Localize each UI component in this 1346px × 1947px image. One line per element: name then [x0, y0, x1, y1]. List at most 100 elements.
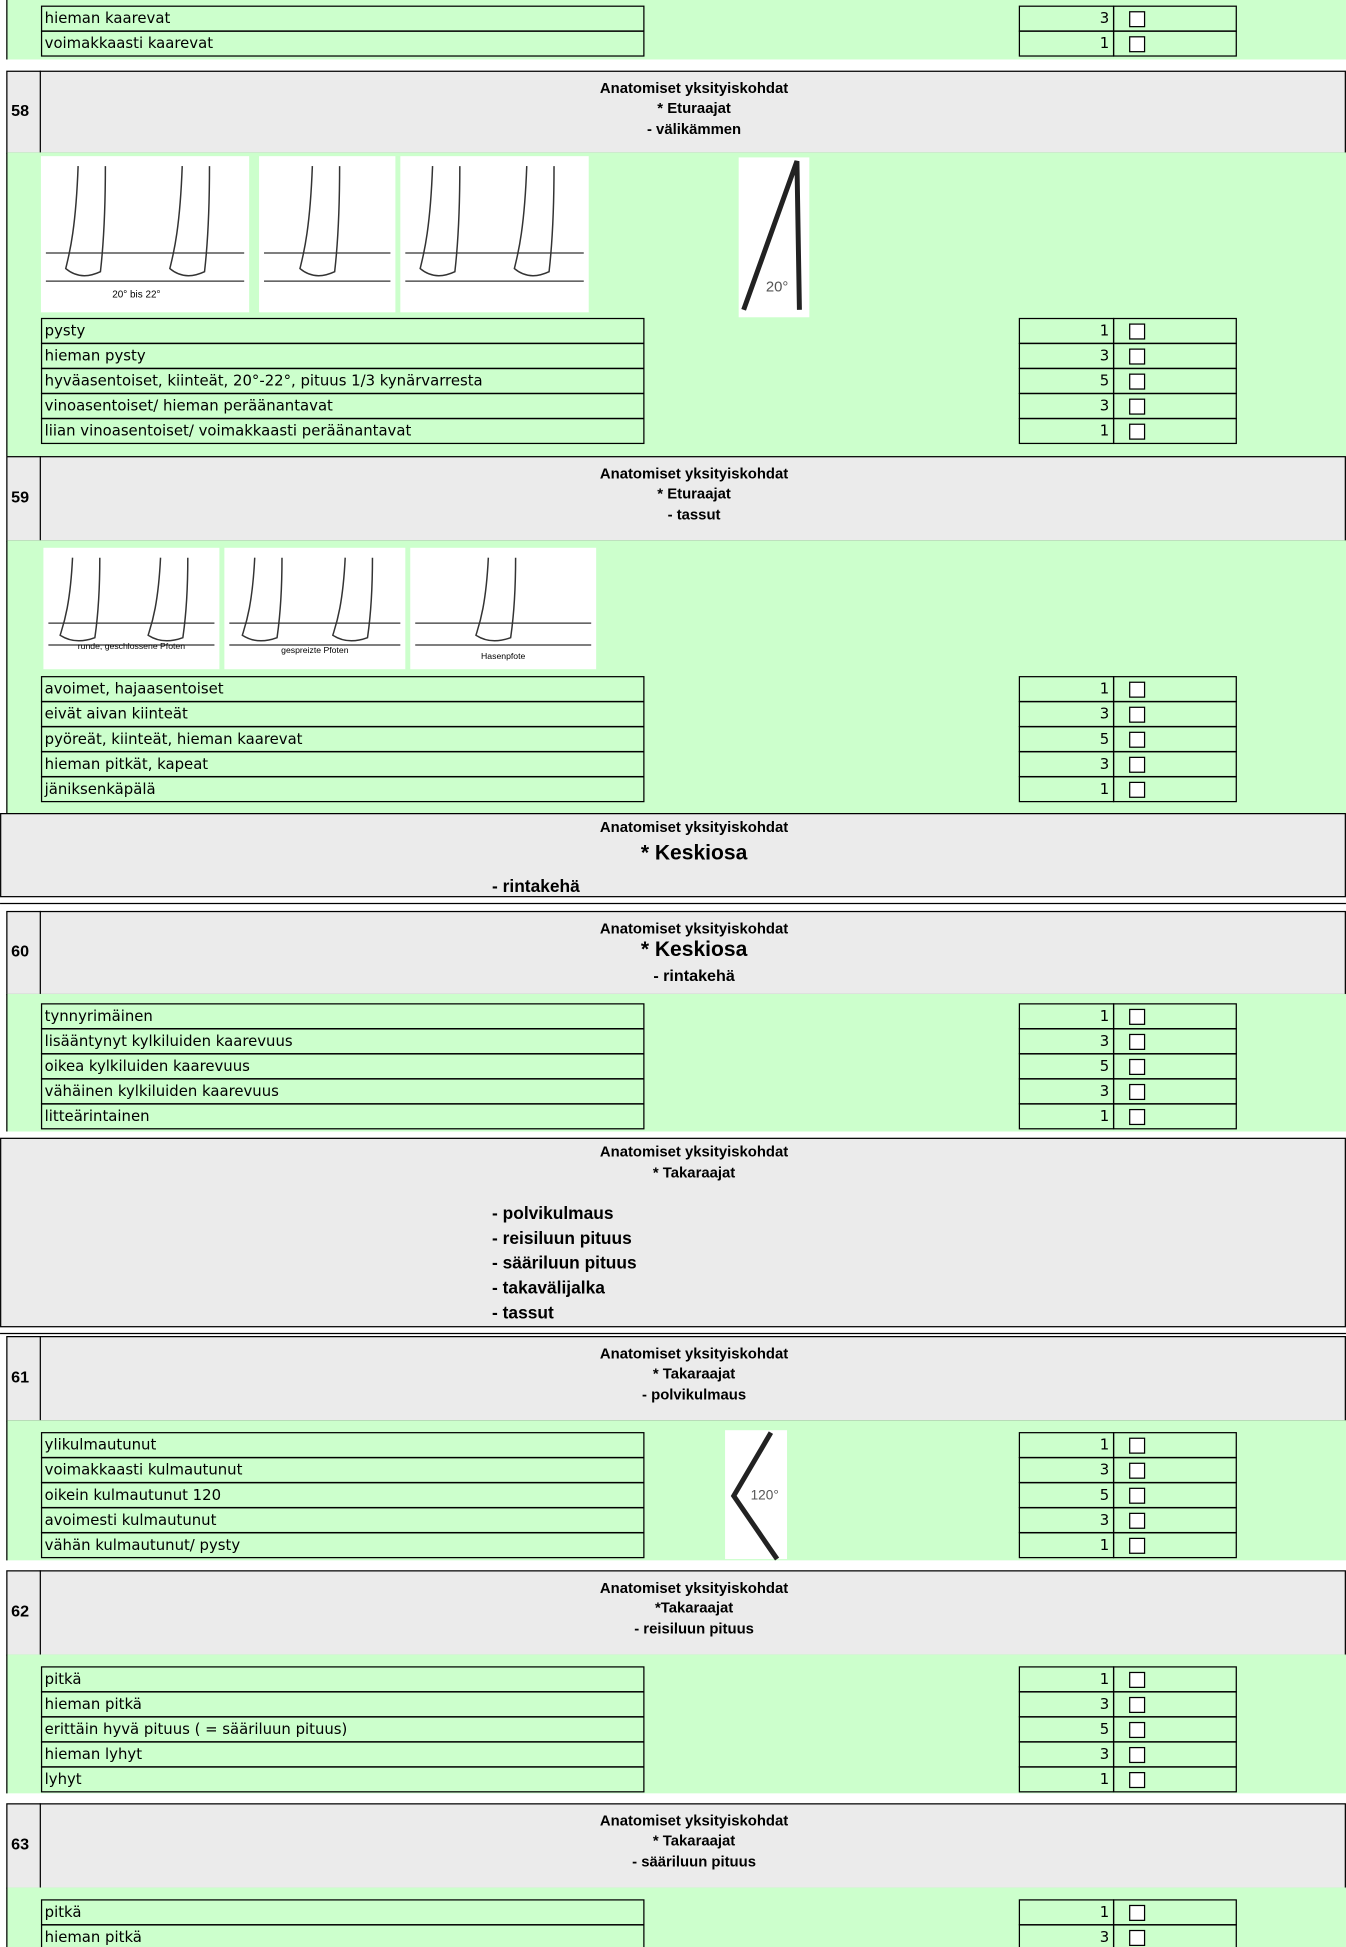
section-number: 63	[11, 1836, 29, 1854]
checkbox[interactable]	[1129, 1696, 1146, 1714]
summary-header	[0, 813, 1346, 898]
checkbox[interactable]	[1129, 1487, 1146, 1504]
option-label: avoimesti kulmautunut	[45, 1511, 217, 1529]
sketch-line	[169, 166, 211, 277]
angle-drawing	[741, 160, 802, 311]
section-header	[6, 1570, 1346, 1656]
section-number: 59	[11, 488, 29, 506]
option-label: vinoasentoiset/ hieman peräänantavat	[45, 397, 333, 415]
summary-item: - tassut	[492, 1302, 554, 1322]
checkbox[interactable]	[1129, 1008, 1146, 1025]
checkbox[interactable]	[1129, 1929, 1146, 1947]
checkbox[interactable]	[1129, 323, 1146, 340]
section-subtitle: * Eturaajat	[657, 101, 731, 117]
section-subtitle: * Takaraajat	[653, 1366, 735, 1382]
checkbox[interactable]	[1129, 1083, 1146, 1101]
figure-caption: Hasenpfote	[481, 651, 525, 661]
checkbox[interactable]	[1129, 1671, 1146, 1688]
summary-header	[0, 1137, 1346, 1328]
figure-caption: 20° bis 22°	[112, 290, 160, 301]
section-detail: - reisiluun pituus	[634, 1622, 754, 1638]
section-header	[6, 910, 1346, 996]
checkbox[interactable]	[1129, 1437, 1146, 1454]
checkbox[interactable]	[1129, 1058, 1146, 1076]
options-area	[6, 993, 1346, 1132]
score: 3	[1100, 1928, 1109, 1946]
checkbox[interactable]	[1129, 398, 1146, 415]
option-label: lisääntynyt kylkiluiden kaarevuus	[45, 1032, 293, 1050]
checkbox[interactable]	[1129, 781, 1146, 798]
summary-item: - takavälijalka	[492, 1277, 605, 1297]
option-label: pitkä	[45, 1903, 82, 1921]
score: 3	[1100, 1745, 1109, 1763]
checkbox[interactable]	[1129, 756, 1146, 773]
option-label: ylikulmautunut	[45, 1436, 157, 1454]
sketch-line	[59, 557, 101, 642]
summary-item: - polvikulmaus	[492, 1203, 613, 1223]
checkbox[interactable]	[1129, 1904, 1146, 1921]
options-area	[6, 1420, 1346, 1561]
checkbox[interactable]	[1129, 373, 1146, 390]
checkbox[interactable]	[1129, 423, 1146, 440]
checkbox[interactable]	[1129, 1462, 1146, 1479]
score: 1	[1100, 34, 1109, 52]
figure-caption: runde, geschlossene Pfoten	[78, 641, 186, 651]
score: 1	[1100, 1670, 1109, 1688]
checkbox[interactable]	[1129, 1772, 1146, 1789]
sketch-line	[419, 166, 461, 277]
option-label: hieman pitkät, kapeat	[45, 755, 209, 773]
score: 1	[1100, 322, 1109, 340]
option-label: tynnyrimäinen	[45, 1007, 153, 1025]
option-label-cell	[40, 1766, 645, 1793]
checkbox[interactable]	[1129, 11, 1146, 28]
checkbox[interactable]	[1129, 731, 1146, 748]
sketch-line	[299, 166, 341, 277]
section-header	[6, 1336, 1346, 1422]
checkbox[interactable]	[1129, 681, 1146, 698]
section-number: 60	[11, 943, 29, 961]
checkbox-cell	[1112, 418, 1237, 445]
figure-caption: 120°	[751, 1487, 779, 1502]
option-label-cell	[40, 418, 645, 445]
section-detail: - rintakehä	[653, 967, 735, 985]
score: 1	[1100, 780, 1109, 798]
checkbox[interactable]	[1129, 1721, 1146, 1739]
score: 1	[1100, 1770, 1109, 1788]
option-label: hieman kaarevat	[45, 9, 171, 27]
option-label: hieman pitkä	[45, 1695, 142, 1713]
score: 1	[1100, 1903, 1109, 1921]
checkbox[interactable]	[1129, 1108, 1146, 1126]
option-label: liian vinoasentoiset/ voimakkaasti perää…	[45, 422, 412, 440]
score: 3	[1100, 1695, 1109, 1713]
score: 3	[1100, 1461, 1109, 1479]
section-title: Anatomiset yksityiskohdat	[600, 1347, 788, 1363]
figure-caption: gespreizte Pfoten	[281, 645, 349, 655]
score: 3	[1100, 755, 1109, 773]
section-header	[6, 456, 1346, 542]
score: 1	[1100, 1436, 1109, 1454]
option-label: pyöreät, kiinteät, hieman kaarevat	[45, 730, 303, 748]
checkbox[interactable]	[1129, 1512, 1146, 1529]
section-title: Anatomiset yksityiskohdat	[600, 1581, 788, 1597]
option-label: hyväasentoiset, kiinteät, 20°-22°, pituu…	[45, 372, 483, 390]
option-label: vähän kulmautunut/ pysty	[45, 1536, 241, 1554]
option-label: erittäin hyvä pituus ( = sääriluun pituu…	[45, 1720, 348, 1738]
score: 3	[1100, 397, 1109, 415]
score: 3	[1100, 1032, 1109, 1050]
checkbox[interactable]	[1129, 36, 1146, 53]
checkbox[interactable]	[1129, 1033, 1146, 1050]
section-title: Anatomiset yksityiskohdat	[600, 921, 788, 937]
option-label: pitkä	[45, 1670, 82, 1688]
summary-subtitle: * Takaraajat	[653, 1166, 735, 1182]
checkbox[interactable]	[1129, 706, 1146, 723]
checkbox[interactable]	[1129, 348, 1146, 365]
figure	[40, 156, 250, 313]
checkbox[interactable]	[1129, 1537, 1146, 1554]
checkbox[interactable]	[1129, 1746, 1146, 1764]
section-subtitle: * Keskiosa	[641, 938, 748, 961]
figure	[43, 547, 220, 670]
checkbox-cell	[1112, 776, 1237, 803]
option-label: eivät aivan kiinteät	[45, 705, 188, 723]
